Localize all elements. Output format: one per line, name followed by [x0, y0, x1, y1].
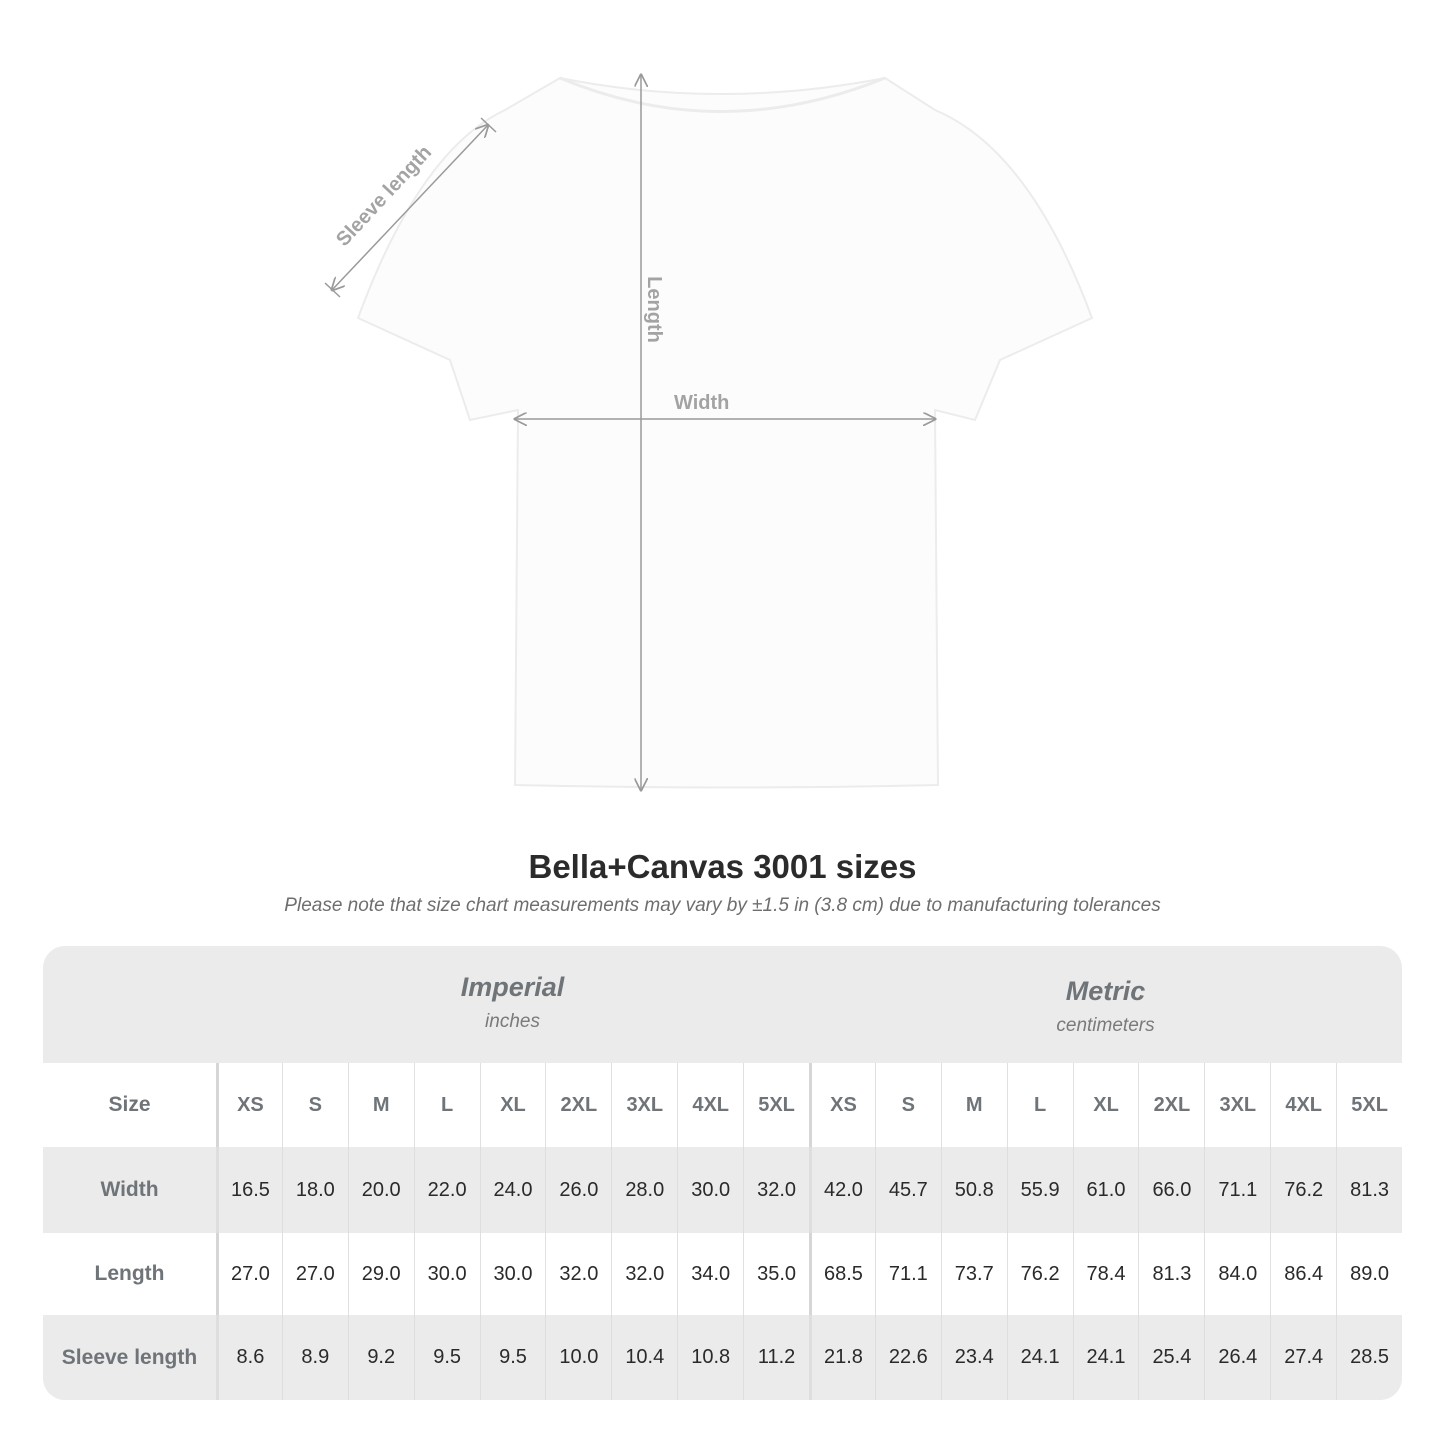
size-metric-header: 3XL — [1204, 1063, 1270, 1147]
table-cell: 9.5 — [479, 1315, 546, 1400]
chart-title: Bella+Canvas 3001 sizes — [528, 848, 917, 885]
table-cell: 89.0 — [1336, 1233, 1402, 1315]
size-imperial-header: L — [413, 1063, 480, 1147]
table-cell: 11.2 — [743, 1315, 809, 1400]
size-imperial-header: 5XL — [743, 1063, 809, 1147]
table-cell: 32.0 — [743, 1147, 809, 1233]
size-header-row: Size XS S M L XL 2XL 3XL 4XL 5XL XS S M L XL 2XL 3XL 4XL 5… — [43, 1063, 1402, 1147]
metric-header: Metric centimeters — [1056, 976, 1155, 1036]
table-cell: 76.2 — [1006, 1233, 1073, 1315]
table-cell: 73.7 — [940, 1233, 1007, 1315]
size-metric-header: 5XL — [1336, 1063, 1402, 1147]
size-imperial-header: 2XL — [545, 1063, 611, 1147]
size-table: Imperial inches Metric centimeters Size X… — [43, 946, 1402, 1400]
table-cell: 21.8 — [809, 1315, 875, 1400]
table-cell: 32.0 — [611, 1233, 677, 1315]
table-cell: 28.0 — [611, 1147, 677, 1233]
size-imperial-header: XL — [479, 1063, 546, 1147]
size-metric-header: 4XL — [1270, 1063, 1336, 1147]
size-metric-header: 2XL — [1138, 1063, 1204, 1147]
table-cell: 22.6 — [874, 1315, 941, 1400]
size-imperial-header: XS — [216, 1063, 282, 1147]
table-cell: 66.0 — [1138, 1147, 1204, 1233]
table-cell: 81.3 — [1138, 1233, 1204, 1315]
sleeve-arrow — [332, 125, 488, 290]
table-cell: 29.0 — [347, 1233, 414, 1315]
table-cell: 22.0 — [413, 1147, 480, 1233]
table-cell: 61.0 — [1072, 1147, 1139, 1233]
table-cell: 24.1 — [1072, 1315, 1139, 1400]
table-cell: 10.0 — [545, 1315, 611, 1400]
tshirt-diagram — [324, 0, 1094, 830]
table-cell: 71.1 — [874, 1233, 941, 1315]
table-cell: 71.1 — [1204, 1147, 1270, 1233]
table-cell: 27.4 — [1270, 1315, 1336, 1400]
size-metric-header: XL — [1072, 1063, 1139, 1147]
table-cell: 20.0 — [347, 1147, 414, 1233]
size-imperial-header: 4XL — [677, 1063, 743, 1147]
row-label: Width — [100, 1178, 159, 1201]
table-cell: 26.0 — [545, 1147, 611, 1233]
size-imperial-header: 3XL — [611, 1063, 677, 1147]
tshirt-shape — [356, 76, 1094, 789]
table-cell: 8.9 — [281, 1315, 348, 1400]
tshirt-collar — [559, 76, 886, 113]
table-cell: 30.0 — [677, 1147, 743, 1233]
size-imperial-header: M — [347, 1063, 414, 1147]
size-metric-header: L — [1006, 1063, 1073, 1147]
table-cell: 84.0 — [1204, 1233, 1270, 1315]
table-cell: 9.5 — [413, 1315, 480, 1400]
size-metric-header: M — [940, 1063, 1007, 1147]
table-cell: 34.0 — [677, 1233, 743, 1315]
imperial-header: Imperial inches — [460, 972, 565, 1032]
row-label: Sleeve length — [61, 1345, 198, 1369]
table-cell: 24.1 — [1006, 1315, 1073, 1400]
length-label: Length — [642, 276, 665, 343]
table-cell: 86.4 — [1270, 1233, 1336, 1315]
table-cell: 76.2 — [1270, 1147, 1336, 1233]
table-row: Width 16.5 18.0 20.0 22.0 24.0 26.0 28.0 30.0 32.… — [43, 1147, 1402, 1233]
table-cell: 50.8 — [940, 1147, 1007, 1233]
table-cell: 9.2 — [347, 1315, 414, 1400]
table-cell: 18.0 — [281, 1147, 348, 1233]
table-row: Length 27.0 27.0 29.0 30.0 30.0 32.0 32.0 34.0 35… — [43, 1233, 1402, 1315]
table-cell: 55.9 — [1006, 1147, 1073, 1233]
table-cell: 8.6 — [216, 1315, 282, 1400]
width-label: Width — [674, 392, 730, 414]
table-cell: 27.0 — [281, 1233, 348, 1315]
table-cell: 27.0 — [216, 1233, 282, 1315]
table-cell: 32.0 — [545, 1233, 611, 1315]
table-cell: 30.0 — [479, 1233, 546, 1315]
table-cell: 68.5 — [809, 1233, 875, 1315]
table-cell: 10.4 — [611, 1315, 677, 1400]
table-cell: 24.0 — [479, 1147, 546, 1233]
chart-subtitle: Please note that size chart measurements… — [284, 895, 1161, 916]
size-metric-header: XS — [809, 1063, 875, 1147]
size-imperial-header: S — [281, 1063, 348, 1147]
table-cell: 30.0 — [413, 1233, 480, 1315]
row-label: Size — [108, 1093, 151, 1116]
row-label: Length — [94, 1262, 165, 1285]
table-cell: 25.4 — [1138, 1315, 1204, 1400]
table-cell: 78.4 — [1072, 1233, 1139, 1315]
table-cell: 10.8 — [677, 1315, 743, 1400]
table-cell: 23.4 — [940, 1315, 1007, 1400]
table-row: Sleeve length 8.6 8.9 9.2 9.5 9.5 10.0 10.4 10.8… — [43, 1315, 1402, 1400]
table-cell: 26.4 — [1204, 1315, 1270, 1400]
table-cell: 81.3 — [1336, 1147, 1402, 1233]
table-cell: 28.5 — [1336, 1315, 1402, 1400]
table-cell: 35.0 — [743, 1233, 809, 1315]
table-cell: 45.7 — [874, 1147, 941, 1233]
table-cell: 16.5 — [216, 1147, 282, 1233]
size-metric-header: S — [874, 1063, 941, 1147]
table-cell: 42.0 — [809, 1147, 875, 1233]
